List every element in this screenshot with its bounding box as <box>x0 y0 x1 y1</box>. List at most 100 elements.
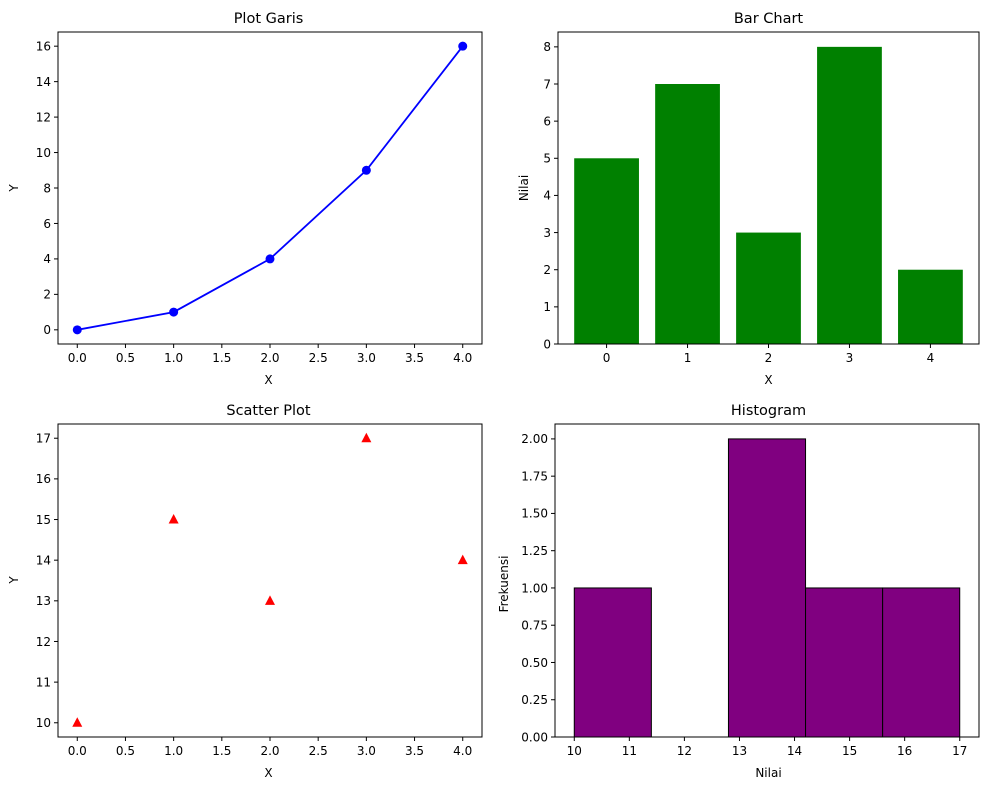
histogram-bin <box>727 438 807 738</box>
y-axis-label: Y <box>7 576 21 585</box>
y-tick-label: 10 <box>36 716 51 730</box>
bar <box>655 84 720 344</box>
chart-title: Histogram <box>731 403 806 419</box>
y-tick-label: 14 <box>36 75 51 89</box>
x-tick-label: 2.5 <box>309 351 328 365</box>
bar <box>574 158 639 344</box>
y-tick-label: 17 <box>36 432 51 446</box>
y-tick-label: 0.00 <box>521 730 548 744</box>
x-tick-label: 2.5 <box>309 744 328 758</box>
x-tick-label: 13 <box>732 744 747 758</box>
y-tick-label: 12 <box>36 110 51 124</box>
y-tick-label: 0 <box>43 323 51 337</box>
chart-title: Scatter Plot <box>226 403 311 419</box>
x-tick-label: 2 <box>765 351 773 365</box>
x-axis-label: X <box>264 766 272 780</box>
data-point <box>169 307 179 317</box>
y-tick-label: 8 <box>543 40 551 54</box>
y-tick-label: 4 <box>43 252 51 266</box>
x-tick-label: 3.0 <box>357 744 376 758</box>
y-tick-label: 3 <box>543 226 551 240</box>
x-tick-label: 4.0 <box>453 351 472 365</box>
data-point <box>457 554 468 565</box>
x-tick-label: 1.5 <box>212 744 231 758</box>
x-tick-label: 0.5 <box>116 744 135 758</box>
chart-title: Bar Chart <box>734 11 804 27</box>
data-point <box>458 41 468 51</box>
histogram-bin <box>882 587 961 738</box>
histogram-bin <box>805 587 884 738</box>
y-tick-label: 1.00 <box>521 581 548 595</box>
x-tick-label: 0.5 <box>116 351 135 365</box>
bar <box>736 232 801 344</box>
chart-title: Plot Garis <box>234 11 304 27</box>
x-tick-label: 3 <box>846 351 854 365</box>
x-tick-label: 15 <box>842 744 857 758</box>
bar <box>898 269 963 344</box>
y-axis-label: Nilai <box>517 175 531 201</box>
x-tick-label: 3.0 <box>357 351 376 365</box>
x-tick-label: 4.0 <box>453 744 472 758</box>
y-tick-label: 12 <box>36 635 51 649</box>
x-tick-label: 12 <box>677 744 692 758</box>
axes-frame <box>554 423 980 738</box>
x-tick-label: 0.0 <box>68 744 87 758</box>
x-tick-label: 11 <box>622 744 637 758</box>
scatter-plot-panel: Scatter Plot X Y 0.0 0.5 1.0 1.5 2.0 2.5 3.0 3.… <box>7 403 483 780</box>
x-tick-label: 3.5 <box>405 744 424 758</box>
histogram-panel: Histogram Nilai Frekuensi 10 11 12 13 14 15 16… <box>497 403 980 780</box>
y-tick-label: 0 <box>543 337 551 351</box>
y-tick-label: 15 <box>36 513 51 527</box>
bar-chart-panel: Bar Chart X Nilai 0 1 2 3 4 0 1 2 3 4 5 6 7 8 <box>517 11 980 387</box>
y-tick-label: 1.75 <box>521 469 548 483</box>
bar <box>817 46 882 344</box>
y-tick-label: 5 <box>543 152 551 166</box>
x-tick-label: 2.0 <box>260 744 279 758</box>
y-tick-label: 2 <box>543 263 551 277</box>
x-tick-label: 17 <box>952 744 967 758</box>
histogram-bin <box>573 587 652 738</box>
x-tick-label: 1.0 <box>164 744 183 758</box>
y-tick-label: 2 <box>43 288 51 302</box>
x-tick-label: 0 <box>603 351 611 365</box>
x-tick-label: 1 <box>684 351 692 365</box>
y-tick-label: 6 <box>543 114 551 128</box>
x-tick-label: 1.5 <box>212 351 231 365</box>
x-tick-label: 4 <box>927 351 935 365</box>
y-tick-label: 1.25 <box>521 544 548 558</box>
x-axis-label: Nilai <box>755 766 781 780</box>
x-tick-label: 2.0 <box>260 351 279 365</box>
x-axis-label: X <box>264 373 272 387</box>
data-point <box>265 595 275 605</box>
x-tick-label: 16 <box>897 744 912 758</box>
data-point <box>168 514 179 524</box>
y-axis-label: Frekuensi <box>497 556 511 613</box>
y-tick-label: 13 <box>36 594 51 608</box>
x-tick-label: 3.5 <box>405 351 424 365</box>
y-tick-label: 2.00 <box>521 432 548 446</box>
data-point <box>72 325 82 335</box>
y-tick-label: 0.50 <box>521 656 548 670</box>
x-tick-label: 14 <box>787 744 802 758</box>
y-tick-label: 11 <box>36 675 51 689</box>
y-tick-label: 0.75 <box>521 619 548 633</box>
data-point <box>72 717 83 727</box>
y-tick-label: 14 <box>36 553 51 567</box>
y-tick-label: 4 <box>543 189 551 203</box>
y-tick-label: 10 <box>36 146 51 160</box>
y-tick-label: 16 <box>36 472 51 486</box>
y-tick-label: 8 <box>43 181 51 195</box>
y-tick-label: 1 <box>543 300 551 314</box>
y-tick-label: 7 <box>543 77 551 91</box>
x-tick-label: 0.0 <box>68 351 87 365</box>
y-axis-label: Y <box>7 184 21 193</box>
y-tick-label: 16 <box>36 39 51 53</box>
y-tick-label: 6 <box>43 217 51 231</box>
y-tick-label: 1.50 <box>521 507 548 521</box>
x-tick-label: 1.0 <box>164 351 183 365</box>
x-tick-label: 10 <box>567 744 582 758</box>
data-point <box>361 165 371 175</box>
line-plot-panel: Plot Garis X Y 0.0 0.5 1.0 1.5 2.0 2.5 3.0 3.5 4… <box>7 11 483 387</box>
y-tick-label: 0.25 <box>521 693 548 707</box>
x-axis-label: X <box>764 373 772 387</box>
